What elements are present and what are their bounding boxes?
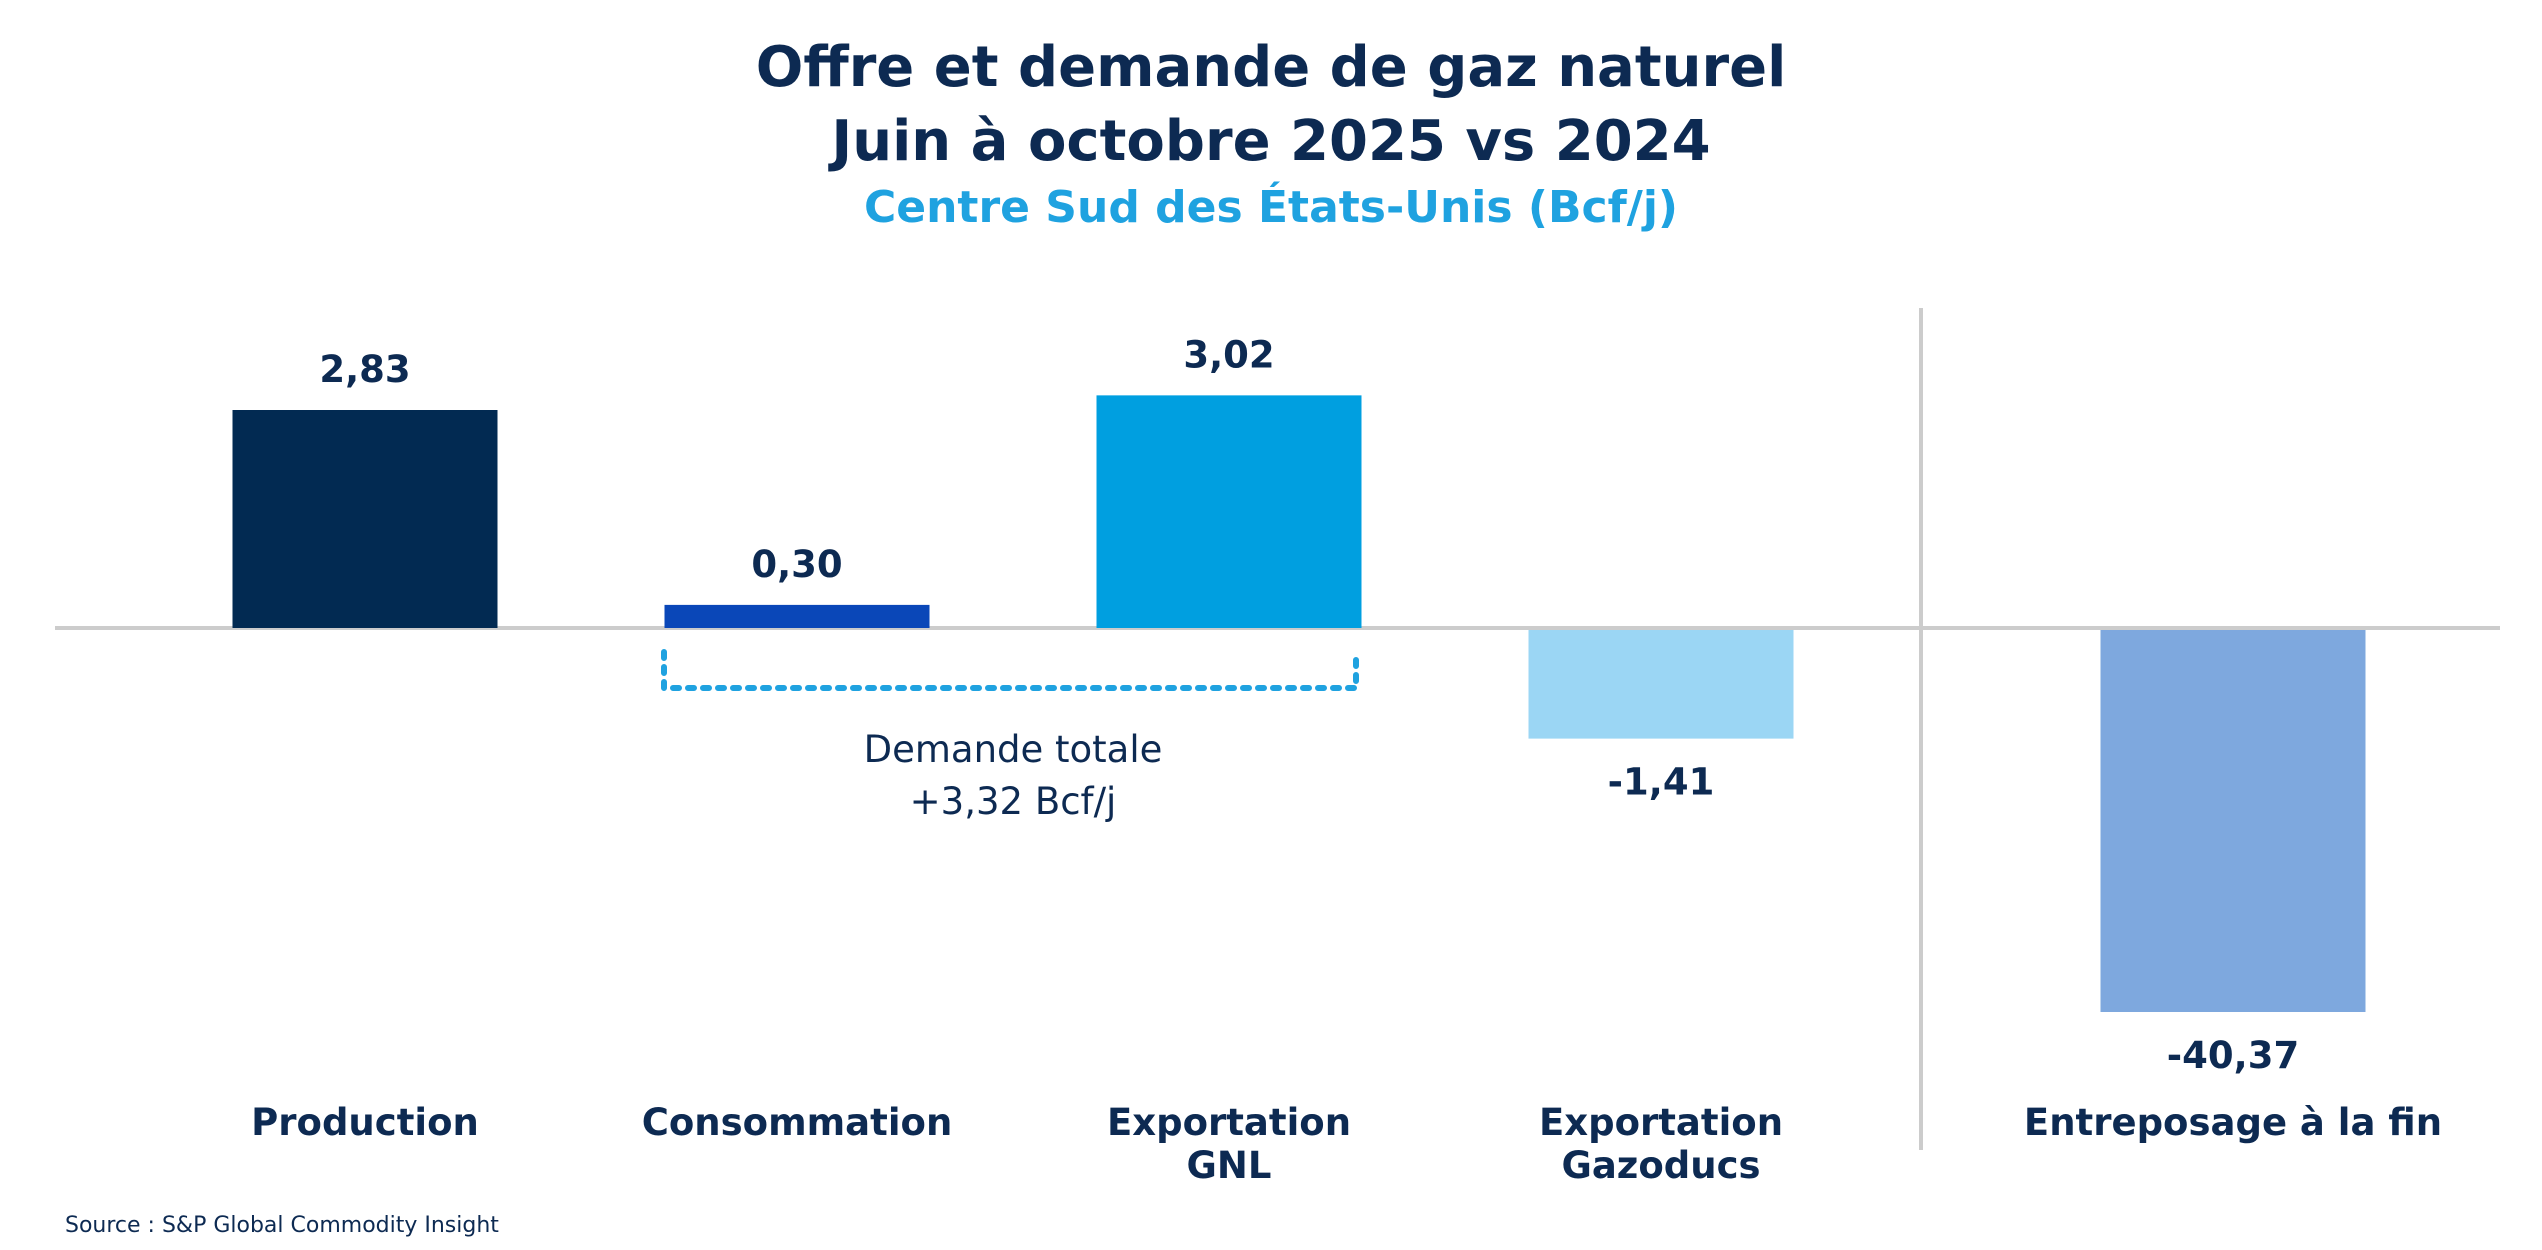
value-label-1: 0,30 xyxy=(751,543,842,586)
chart-title-line-2: Juin à octobre 2025 vs 2024 xyxy=(827,109,1710,174)
value-label-3: -1,41 xyxy=(1608,761,1715,804)
bar-1 xyxy=(664,604,930,628)
bar-0 xyxy=(232,410,498,628)
value-label-0: 2,83 xyxy=(319,348,410,391)
demand-bracket xyxy=(661,649,1359,691)
category-label-3-line-1: Gazoducs xyxy=(1561,1144,1760,1187)
category-label-1-line-0: Consommation xyxy=(642,1101,953,1144)
category-label-3-line-0: Exportation xyxy=(1539,1101,1783,1144)
value-labels-group: 2,83 0,30 3,02 -1,41 -40,37 xyxy=(319,333,2299,1077)
category-label-2-line-1: GNL xyxy=(1187,1144,1272,1187)
value-label-4: -40,37 xyxy=(2167,1034,2299,1077)
category-label-0-line-0: Production xyxy=(251,1101,479,1144)
bar-2 xyxy=(1096,395,1362,628)
category-label-4-line-0: Entreposage à la fin xyxy=(2024,1101,2442,1144)
demand-annotation-line-2: +3,32 Bcf/j xyxy=(910,780,1117,823)
chart-title-line-1: Offre et demande de gaz naturel xyxy=(756,35,1787,100)
source-note: Source : S&P Global Commodity Insight xyxy=(65,1213,499,1238)
demand-annotation-line-1: Demande totale xyxy=(864,728,1163,771)
category-label-2-line-0: Exportation xyxy=(1107,1101,1351,1144)
chart-subtitle: Centre Sud des États-Unis (Bcf/j) xyxy=(864,180,1678,233)
category-labels-group: Production Consommation ExportationGNLExpo… xyxy=(251,1101,2442,1187)
bar-3 xyxy=(1528,630,1794,739)
value-label-2: 3,02 xyxy=(1183,333,1274,376)
bar-4 xyxy=(2100,630,2366,1012)
bars-group xyxy=(232,395,2366,1012)
